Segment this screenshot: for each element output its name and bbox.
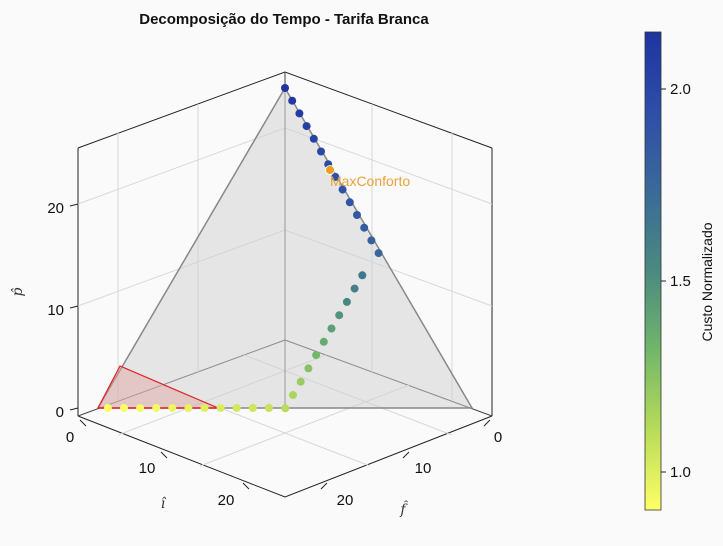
data-point <box>281 404 290 413</box>
x-tick-label-0: 0 <box>66 429 74 446</box>
y-tick-mark-10 <box>402 451 410 459</box>
data-point <box>319 337 328 346</box>
data-point <box>345 198 354 207</box>
data-point <box>358 271 367 280</box>
y-tick-mark-20 <box>320 482 328 490</box>
z-tick-mark-0 <box>69 407 79 411</box>
data-point <box>289 391 297 399</box>
z-tick-mark-20 <box>69 203 79 207</box>
data-point <box>152 404 161 412</box>
colorbar <box>644 31 662 511</box>
data-point <box>288 96 297 105</box>
data-point <box>296 377 305 386</box>
data-point <box>327 324 336 333</box>
data-point <box>317 147 325 156</box>
maxconforto-label: MaxConforto <box>330 173 410 189</box>
data-point <box>360 223 369 232</box>
data-point <box>103 404 112 412</box>
z-tick-label-0: 0 <box>56 404 64 421</box>
data-point <box>338 185 347 194</box>
data-point <box>302 122 311 131</box>
z-tick-label-20: 20 <box>47 200 64 217</box>
colorbar-tick-label-1: 1.0 <box>670 464 691 481</box>
data-point <box>335 311 344 320</box>
data-points <box>103 84 383 413</box>
data-point <box>353 211 361 219</box>
y-tick-label-10: 10 <box>415 460 432 477</box>
x-tick-label-20: 20 <box>218 492 235 509</box>
data-point <box>281 84 289 92</box>
data-point <box>248 404 257 412</box>
chart-title: Decomposição do Tempo - Tarifa Branca <box>139 11 429 28</box>
data-point <box>374 249 383 258</box>
data-point <box>136 404 145 412</box>
x-axis-ticks: 0 10 20 <box>66 419 250 509</box>
data-point <box>264 404 273 412</box>
data-point <box>309 134 318 143</box>
data-point <box>304 364 313 373</box>
x-tick-mark-20 <box>242 482 250 490</box>
data-point <box>216 404 225 412</box>
data-point <box>184 404 193 412</box>
y-axis-label: f̂ <box>399 500 408 518</box>
box-bottom-edges <box>77 415 493 498</box>
data-point <box>350 284 359 293</box>
z-axis-label: p̂ <box>10 287 26 296</box>
z-axis-ticks: 0 10 20 <box>47 200 79 421</box>
data-point <box>367 236 376 245</box>
data-point <box>342 297 351 306</box>
x-tick-mark-0 <box>79 419 87 427</box>
y-axis-ticks: 0 10 20 <box>320 419 502 509</box>
maxconforto-marker <box>325 165 335 175</box>
y-tick-label-0: 0 <box>494 429 502 446</box>
y-tick-mark-0 <box>483 419 491 427</box>
data-point <box>331 172 340 181</box>
z-tick-mark-10 <box>69 305 79 309</box>
data-point <box>120 404 128 412</box>
colorbar-tick-label-2: 2.0 <box>670 81 691 98</box>
colorbar-label: Custo Normalizado <box>699 222 715 341</box>
data-point <box>312 351 321 360</box>
z-tick-label-10: 10 <box>47 302 64 319</box>
colorbar-tick-label-15: 1.5 <box>670 273 691 290</box>
data-point <box>168 404 177 412</box>
x-tick-label-10: 10 <box>139 460 156 477</box>
x-tick-mark-10 <box>160 451 168 459</box>
y-tick-label-20: 20 <box>337 492 354 509</box>
colorbar-ticks: 1.0 1.5 2.0 <box>661 81 691 481</box>
data-point <box>295 109 304 118</box>
data-point <box>200 404 209 412</box>
x-axis-label: î <box>161 496 167 512</box>
data-point <box>232 404 241 412</box>
